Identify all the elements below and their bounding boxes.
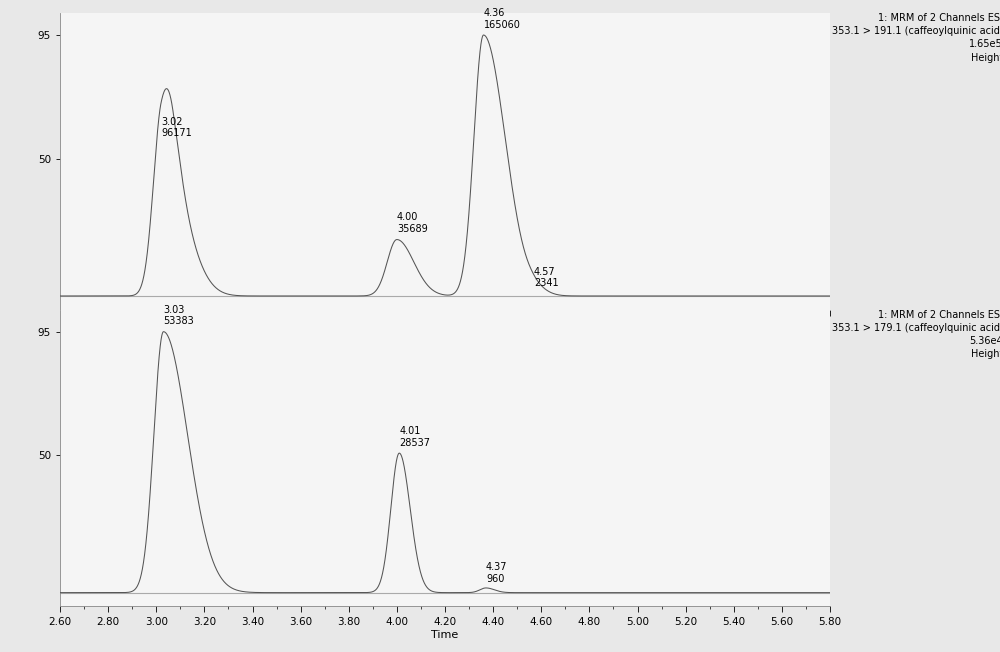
Text: 1: MRM of 2 Channels ES-
353.1 > 191.1 (caffeoylquinic acid)
1.65e5
Height: 1: MRM of 2 Channels ES- 353.1 > 191.1 (… bbox=[832, 13, 1000, 63]
Text: 4.01
28537: 4.01 28537 bbox=[399, 426, 430, 448]
X-axis label: Time: Time bbox=[431, 630, 459, 640]
Text: 1: MRM of 2 Channels ES-
353.1 > 179.1 (caffeoylquinic acid)
5.36e4
Height: 1: MRM of 2 Channels ES- 353.1 > 179.1 (… bbox=[832, 310, 1000, 359]
Text: 4.00
35689: 4.00 35689 bbox=[397, 213, 428, 234]
Text: 4.37
960: 4.37 960 bbox=[486, 562, 507, 584]
Text: 4.36
165060: 4.36 165060 bbox=[484, 8, 520, 29]
Text: 3.02
96171: 3.02 96171 bbox=[161, 117, 192, 138]
Text: 4.57
2341: 4.57 2341 bbox=[534, 267, 559, 288]
Text: 3.03
53383: 3.03 53383 bbox=[163, 304, 194, 326]
